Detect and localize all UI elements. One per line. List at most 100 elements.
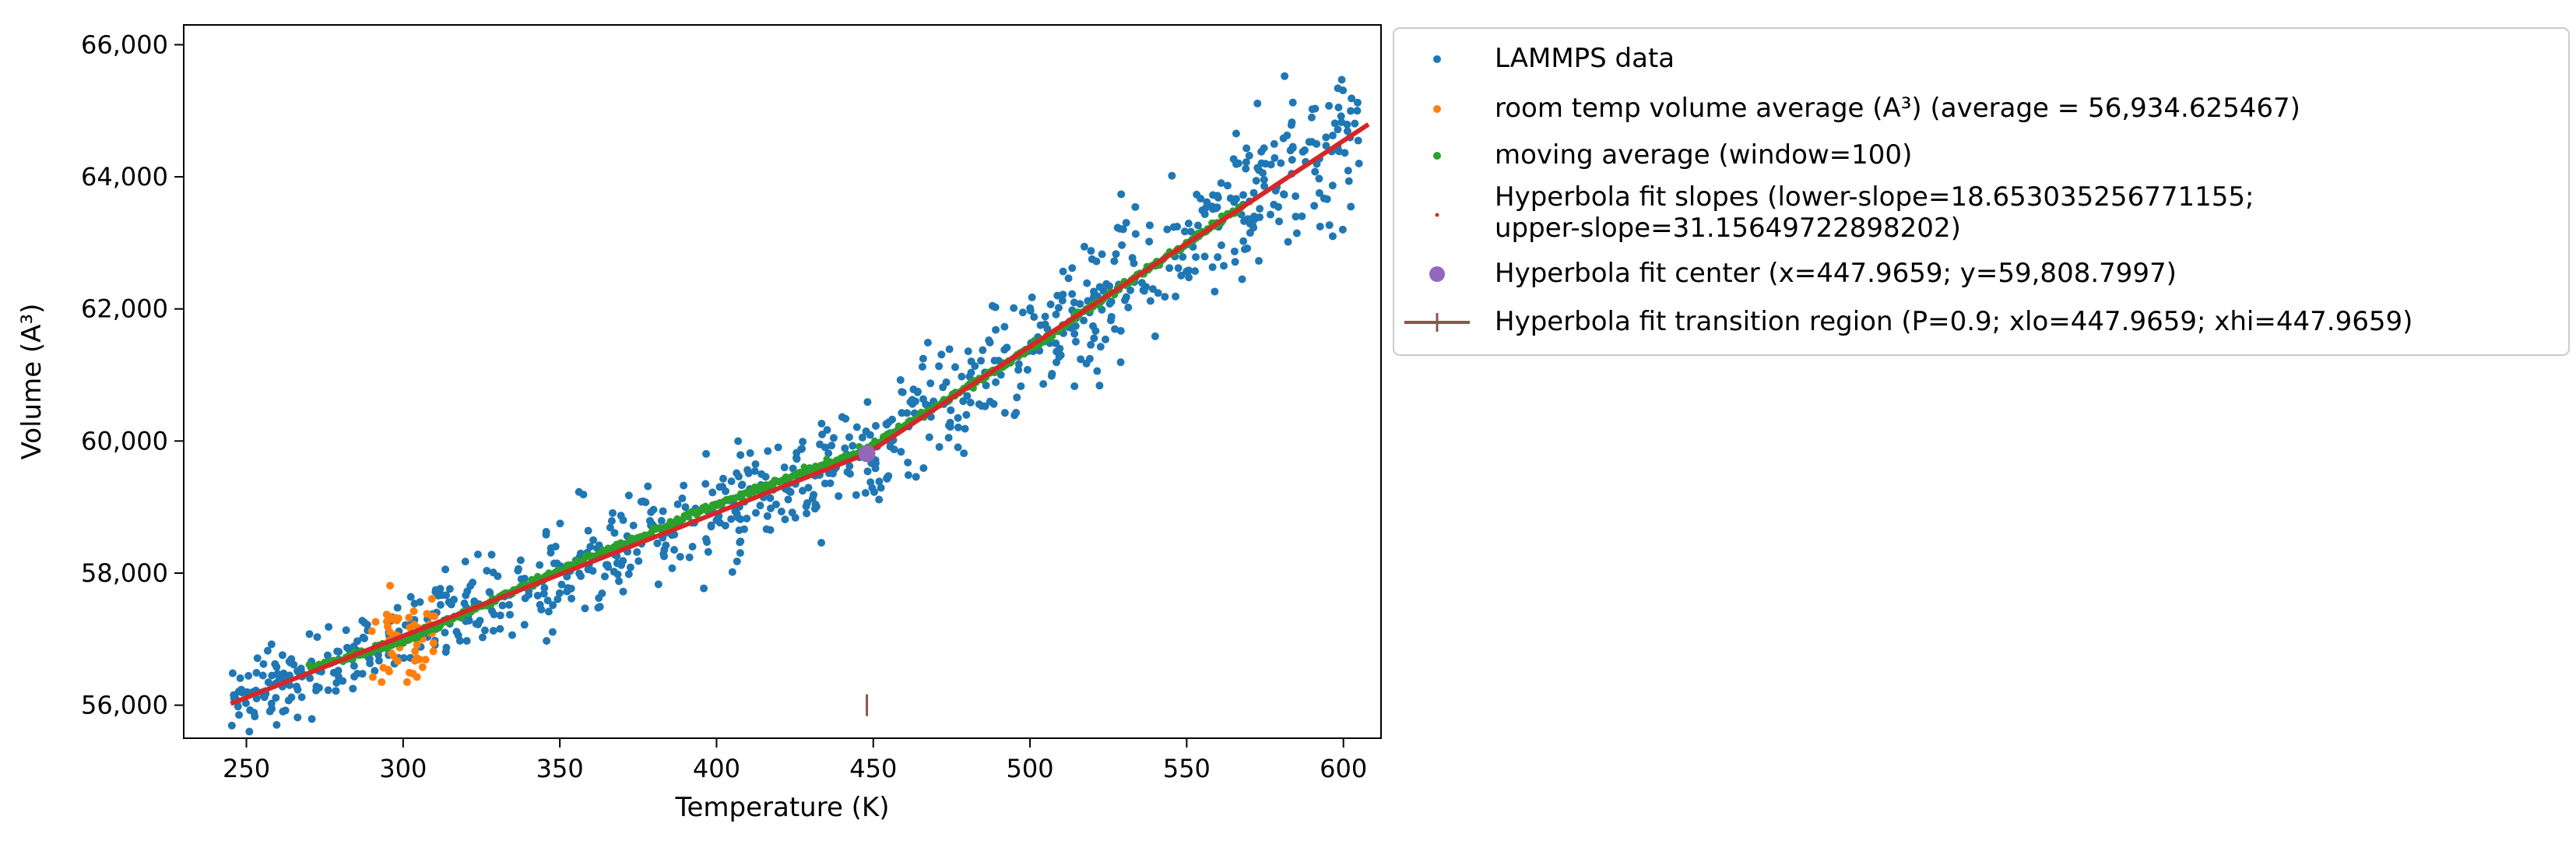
- lammps-point: [673, 500, 682, 508]
- lammps-point: [410, 600, 419, 608]
- lammps-point: [293, 713, 302, 722]
- lammps-point: [253, 654, 262, 663]
- room-temp-point: [393, 656, 402, 665]
- lammps-point: [960, 449, 968, 458]
- lammps-point: [504, 600, 513, 609]
- lammps-point: [670, 546, 679, 554]
- room-temp-point: [409, 607, 418, 616]
- room-temp-point: [402, 677, 411, 686]
- lammps-point: [897, 448, 905, 456]
- lammps-point: [781, 515, 789, 523]
- lammps-point: [1313, 139, 1321, 148]
- lammps-point: [777, 507, 785, 516]
- lammps-point: [1028, 293, 1036, 301]
- lammps-point: [766, 504, 775, 512]
- lammps-point: [1238, 275, 1246, 283]
- lammps-point: [882, 474, 891, 483]
- lammps-point: [1243, 244, 1252, 252]
- lammps-point: [961, 424, 969, 433]
- lammps-point: [554, 595, 562, 603]
- lammps-point: [1217, 241, 1225, 250]
- lammps-point: [708, 488, 717, 497]
- lammps-point: [272, 720, 281, 729]
- lammps-point: [1122, 219, 1130, 227]
- lammps-point: [1348, 94, 1356, 103]
- lammps-point: [1201, 204, 1210, 213]
- lammps-point: [751, 508, 760, 517]
- lammps-point: [1337, 112, 1345, 121]
- room-temp-point: [405, 614, 413, 622]
- lammps-point: [1145, 238, 1154, 246]
- lammps-point: [958, 372, 966, 381]
- lammps-point: [584, 526, 592, 535]
- x-tick-label: 600: [1320, 754, 1367, 783]
- lammps-point: [733, 509, 741, 518]
- lammps-point: [685, 553, 694, 561]
- lammps-point: [903, 409, 912, 417]
- lammps-point: [727, 515, 736, 523]
- lammps-point: [1344, 177, 1353, 185]
- lammps-point: [823, 426, 831, 435]
- lammps-point: [1261, 160, 1270, 168]
- lammps-point: [875, 477, 884, 486]
- lammps-point: [525, 590, 533, 599]
- lammps-point: [904, 471, 912, 480]
- lammps-point: [1270, 200, 1278, 209]
- lammps-point: [1043, 325, 1052, 333]
- lammps-point: [946, 418, 954, 427]
- lammps-point: [992, 325, 1000, 334]
- lammps-point: [926, 379, 935, 388]
- lammps-point: [919, 354, 927, 363]
- lammps-point: [904, 458, 912, 466]
- lammps-point: [624, 570, 633, 579]
- lammps-point: [719, 483, 727, 491]
- lammps-point: [1353, 107, 1362, 115]
- lammps-point: [1311, 104, 1320, 113]
- lammps-point: [981, 402, 989, 410]
- lammps-point: [877, 484, 885, 492]
- lammps-point: [1197, 195, 1205, 203]
- lammps-point: [1344, 167, 1352, 175]
- legend-marker-slopes: [1435, 213, 1439, 217]
- lammps-point: [272, 694, 280, 702]
- lammps-point: [1087, 247, 1095, 255]
- lammps-point: [1191, 267, 1200, 276]
- lammps-point: [474, 620, 483, 628]
- lammps-point: [1093, 367, 1102, 375]
- lammps-point: [1145, 221, 1154, 230]
- lammps-point: [1214, 253, 1222, 262]
- lammps-point: [1256, 205, 1264, 213]
- legend-label-moving_average: moving average (window=100): [1495, 139, 1912, 171]
- lammps-point: [821, 479, 829, 487]
- lammps-point: [912, 473, 920, 481]
- lammps-point: [466, 582, 475, 590]
- lammps-point: [489, 627, 497, 635]
- lammps-point: [798, 445, 807, 453]
- lammps-point: [1068, 290, 1077, 298]
- lammps-point: [704, 547, 712, 556]
- lammps-point: [922, 400, 930, 409]
- lammps-point: [1068, 264, 1077, 273]
- lammps-point: [619, 587, 627, 596]
- lammps-point: [324, 686, 332, 695]
- lammps-point: [751, 460, 760, 469]
- lammps-point: [1054, 304, 1063, 312]
- lammps-point: [654, 580, 662, 589]
- lammps-point: [1288, 98, 1297, 107]
- lammps-point: [1249, 188, 1258, 197]
- lammps-point: [536, 561, 544, 569]
- lammps-point: [1253, 99, 1262, 107]
- lammps-point: [735, 526, 743, 535]
- lammps-point: [1320, 194, 1328, 202]
- lammps-point: [1334, 84, 1342, 93]
- lammps-point: [1284, 238, 1292, 246]
- lammps-point: [615, 577, 624, 586]
- lammps-point: [1300, 146, 1309, 154]
- x-tick-label: 300: [379, 754, 427, 783]
- lammps-point: [680, 481, 688, 490]
- lammps-point: [230, 691, 238, 699]
- lammps-point: [306, 674, 315, 682]
- lammps-point: [260, 693, 269, 702]
- lammps-point: [607, 516, 616, 525]
